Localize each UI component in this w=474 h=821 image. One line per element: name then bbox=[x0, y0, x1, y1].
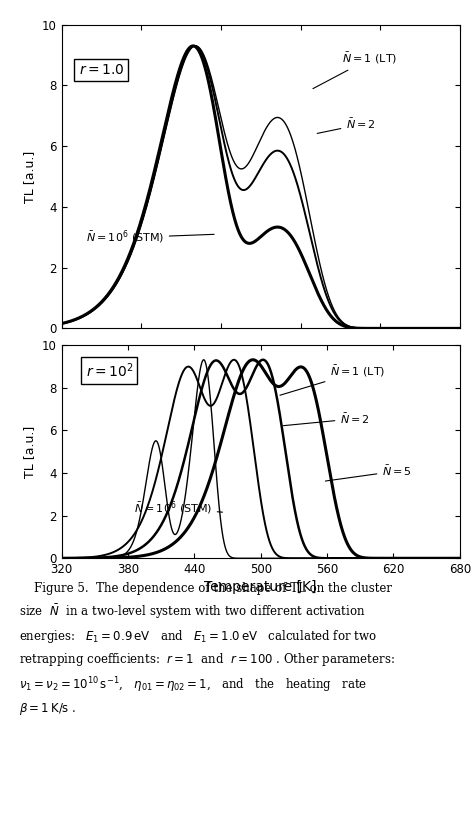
Text: $\bar{N} = 10^6$ (STM): $\bar{N} = 10^6$ (STM) bbox=[85, 229, 214, 246]
Text: $r = 10^2$: $r = 10^2$ bbox=[85, 361, 133, 380]
Y-axis label: TL [a.u.]: TL [a.u.] bbox=[23, 150, 36, 203]
Text: $\bar{N} = 2$: $\bar{N} = 2$ bbox=[283, 411, 370, 426]
Text: $\bar{N} = 10^6$ (STM): $\bar{N} = 10^6$ (STM) bbox=[134, 500, 222, 517]
Text: $\bar{N} = 1$ (LT): $\bar{N} = 1$ (LT) bbox=[313, 51, 398, 89]
Text: $\bar{N} = 5$: $\bar{N} = 5$ bbox=[325, 464, 412, 481]
Text: $\bar{N} = 2$: $\bar{N} = 2$ bbox=[317, 117, 376, 134]
X-axis label: Temperature [K]: Temperature [K] bbox=[204, 580, 317, 594]
Text: Figure 5.  The dependence of the shape of TL on the cluster
size  $\bar{N}$  in : Figure 5. The dependence of the shape of… bbox=[18, 582, 394, 718]
Y-axis label: TL [a.u.]: TL [a.u.] bbox=[23, 425, 36, 478]
Text: $\bar{N} = 1$ (LT): $\bar{N} = 1$ (LT) bbox=[280, 364, 386, 395]
Text: $r = 1.0$: $r = 1.0$ bbox=[79, 63, 124, 77]
